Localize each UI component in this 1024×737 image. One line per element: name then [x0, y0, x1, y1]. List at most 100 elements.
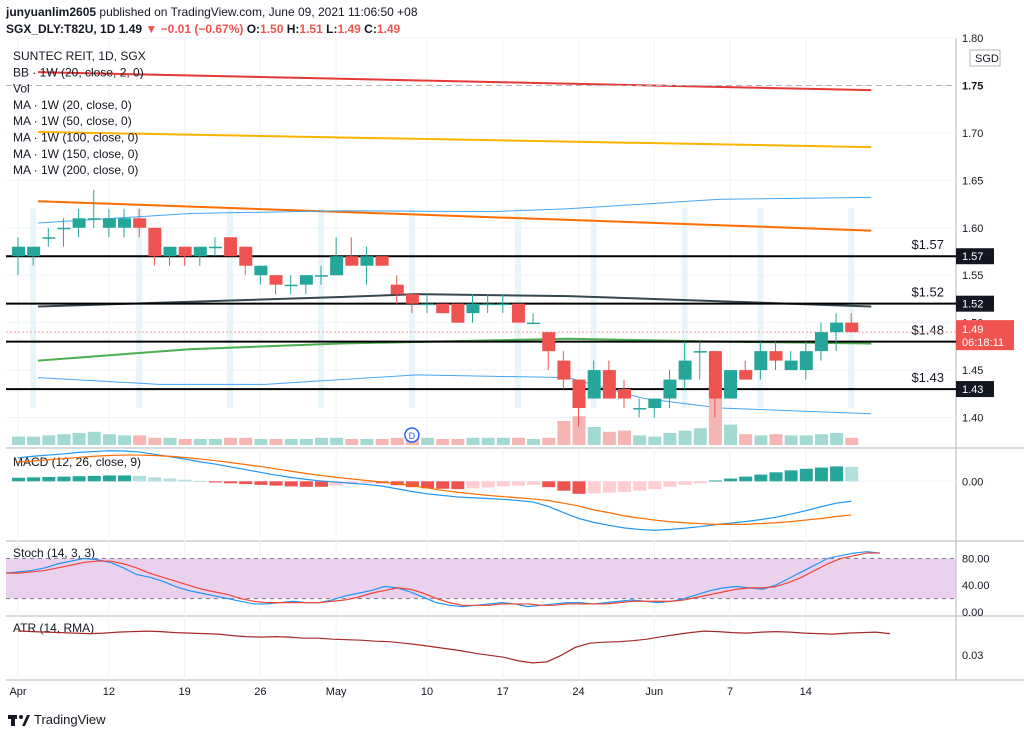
volume-bar — [587, 427, 601, 445]
volume-bar — [118, 435, 132, 445]
author-name[interactable]: junyuanlim2605 — [6, 5, 97, 19]
macd-histogram-bar — [224, 481, 238, 484]
price-axis-label: 1.55 — [962, 270, 983, 282]
volume-bar — [769, 434, 783, 445]
currency-badge-text: SGD — [975, 53, 999, 65]
candle-body — [814, 332, 828, 352]
tradingview-logo-icon — [8, 714, 30, 726]
volume-bar — [42, 435, 56, 445]
publish-header: junyuanlim2605 published on TradingView.… — [6, 5, 418, 19]
price-axis-label: 1.65 — [962, 175, 983, 187]
candle-body — [618, 389, 631, 399]
macd-histogram-bar — [239, 481, 253, 485]
candle-body — [269, 275, 283, 285]
time-axis-label: 24 — [572, 686, 584, 698]
time-axis-label: 19 — [179, 686, 191, 698]
close-value: 1.49 — [376, 22, 401, 36]
volume-bar — [602, 431, 616, 445]
candle-body — [557, 360, 571, 380]
candle-body — [845, 322, 859, 333]
volume-bar — [330, 437, 344, 445]
candle-body — [739, 370, 753, 380]
session-highlight — [848, 208, 855, 408]
macd-line — [17, 450, 852, 531]
legend-item: SUNTEC REIT, 1D, SGX — [13, 49, 146, 63]
candle-body — [754, 351, 768, 371]
open-value: 1.50 — [260, 22, 284, 36]
candle-body — [315, 275, 328, 277]
volume-bar — [27, 436, 41, 445]
volume-bar — [663, 433, 677, 445]
macd-histogram-bar — [739, 476, 753, 482]
stoch-band — [6, 558, 956, 599]
candle-body — [784, 360, 798, 371]
stoch-legend: Stoch (14, 3, 3) — [13, 546, 95, 560]
volume-bar — [436, 439, 450, 445]
candle-body — [602, 370, 616, 399]
macd-histogram-bar — [648, 481, 662, 490]
macd-histogram-bar — [421, 481, 435, 489]
volume-bar — [12, 436, 25, 445]
low-label: L: — [326, 22, 338, 36]
macd-histogram-bar — [845, 466, 859, 482]
macd-histogram-bar — [724, 478, 738, 482]
price-axis-label: 1.80 — [962, 33, 983, 45]
price-axis-label: 1.40 — [962, 413, 983, 425]
volume-bar — [72, 433, 86, 445]
session-highlight — [681, 208, 688, 408]
time-axis-label: 10 — [421, 686, 433, 698]
time-axis-label: May — [326, 686, 347, 698]
symbol-label: SGX_DLY:T82U, 1D — [6, 22, 116, 36]
macd-histogram-bar — [466, 481, 480, 489]
current-price-badge — [956, 320, 1014, 351]
current-price-text: 1.49 — [962, 324, 983, 336]
brand-name[interactable]: TradingView — [34, 712, 106, 727]
session-highlight — [30, 208, 37, 408]
legend-item: MA · 1W (50, close, 0) — [13, 114, 132, 128]
candle-body — [799, 351, 813, 371]
macd-histogram-bar — [633, 481, 647, 491]
volume-bar — [496, 437, 510, 445]
candle-body — [405, 294, 419, 304]
macd-signal-line — [17, 454, 852, 525]
ma-line — [37, 71, 872, 92]
ma-line — [37, 130, 872, 149]
volume-bar — [57, 434, 71, 445]
ma-line — [37, 200, 872, 232]
candle-body — [511, 303, 525, 323]
volume-bar — [254, 439, 268, 445]
time-axis-label: Apr — [9, 686, 26, 698]
candle-body — [330, 256, 344, 276]
macd-histogram-bar — [193, 480, 207, 482]
macd-legend: MACD (12, 26, close, 9) — [13, 455, 141, 469]
macd-histogram-bar — [42, 477, 56, 482]
candle-body — [572, 379, 586, 409]
change-value: ▼ −0.01 (−0.67%) — [145, 22, 244, 36]
time-axis-label: 26 — [254, 686, 266, 698]
candle-body — [663, 379, 677, 399]
volume-bar — [390, 437, 404, 445]
close-label: C: — [364, 22, 377, 36]
low-value: 1.49 — [337, 22, 361, 36]
candle-body — [587, 370, 601, 399]
atr-axis-label: 0.03 — [962, 650, 983, 662]
currency-badge — [969, 49, 1001, 67]
macd-histogram-bar — [511, 481, 525, 486]
macd-histogram-bar — [118, 475, 132, 482]
stoch-d-line — [6, 552, 880, 606]
macd-histogram-bar — [436, 481, 450, 489]
macd-histogram-bar — [557, 481, 571, 491]
macd-histogram-bar — [496, 481, 510, 487]
candle-body — [254, 265, 268, 276]
level-label: $1.52 — [911, 285, 944, 300]
candle-body — [451, 303, 465, 323]
candle-body — [87, 218, 101, 220]
candle-body — [769, 351, 783, 361]
volume-bar — [284, 439, 298, 445]
atr-line — [17, 630, 891, 664]
volume-bar — [527, 439, 541, 445]
legend-item: Vol — [13, 82, 30, 96]
candle-body — [284, 284, 298, 287]
volume-bar — [814, 434, 828, 445]
